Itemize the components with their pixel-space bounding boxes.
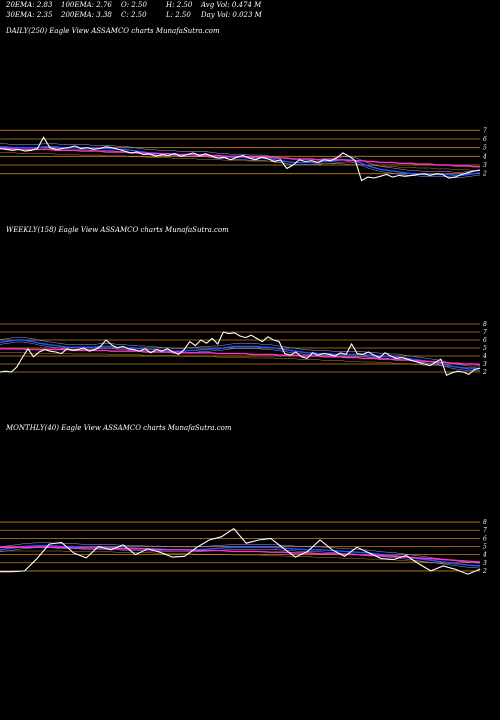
- ema200-readout: 200EMA: 3.38: [61, 11, 112, 19]
- ema100-readout: 100EMA: 2.76: [61, 1, 112, 9]
- monthly-ytick-label: 5: [483, 544, 487, 551]
- weekly-ytick-label: 4: [482, 353, 487, 360]
- daily-ema-short-line: [0, 146, 481, 177]
- monthly-chart-title: MONTHLY(40) Eagle View ASSAMCO charts Mu…: [6, 424, 232, 432]
- weekly-price-line: [0, 331, 481, 376]
- daily-ytick-label: 6: [483, 136, 487, 143]
- weekly-ytick-label: 2: [482, 369, 487, 376]
- monthly-ytick-label: 3: [483, 560, 487, 567]
- close-readout: C: 2.50: [121, 11, 147, 19]
- weekly-ema-long-line: [0, 348, 481, 366]
- monthly-ytick-label: 8: [483, 519, 487, 526]
- avg-volume-readout: Avg Vol: 0.474 M: [201, 1, 262, 9]
- daily-chart-title: DAILY(250) Eagle View ASSAMCO charts Mun…: [6, 27, 220, 35]
- low-readout: L: 2.50: [166, 11, 191, 19]
- daily-ytick-label: 7: [483, 127, 487, 134]
- monthly-ema-thin-line-1: [0, 542, 481, 564]
- weekly-ema-thin-line-1: [0, 336, 480, 367]
- daily-price-line: [0, 136, 481, 182]
- monthly-ema-thin-line-2: [0, 547, 481, 569]
- weekly-ytick-label: 6: [483, 337, 487, 344]
- weekly-chart-title: WEEKLY(158) Eagle View ASSAMCO charts Mu…: [6, 226, 229, 234]
- daily-ema-thin-line-1: [0, 143, 481, 173]
- weekly-ytick-label: 3: [483, 361, 487, 368]
- monthly-ytick-label: 6: [483, 535, 487, 542]
- monthly-ema-thin-line-3: [0, 550, 481, 566]
- daily-ytick-label: 3: [483, 162, 487, 169]
- day-volume-readout: Day Vol: 0.023 M: [201, 11, 262, 19]
- ema30-readout: 30EMA: 2.35: [6, 11, 53, 19]
- high-readout: H: 2.50: [166, 1, 193, 9]
- daily-ema-thin-line-3: [0, 152, 480, 171]
- daily-ema-thin-line-2: [0, 148, 481, 178]
- daily-chart: 2 3 45 6 7: [0, 127, 487, 182]
- daily-ytick-label: 5: [483, 145, 487, 152]
- ema20-readout: 20EMA: 2.83: [6, 1, 53, 9]
- weekly-ema-thin-line-3: [0, 352, 481, 369]
- weekly-ytick-label: 8: [483, 321, 487, 328]
- daily-ytick-label: 2: [482, 171, 487, 178]
- weekly-ytick-label: 7: [483, 329, 487, 336]
- open-readout: O: 2.50: [121, 1, 147, 9]
- monthly-ema-long-line: [0, 546, 481, 563]
- weekly-ytick-label: 5: [483, 345, 487, 352]
- monthly-ytick-label: 2: [482, 568, 487, 575]
- monthly-price-line: [0, 527, 481, 575]
- daily-ytick-label: 4: [482, 153, 487, 160]
- monthly-ytick-label: 7: [483, 527, 487, 534]
- monthly-ytick-label: 4: [482, 552, 487, 559]
